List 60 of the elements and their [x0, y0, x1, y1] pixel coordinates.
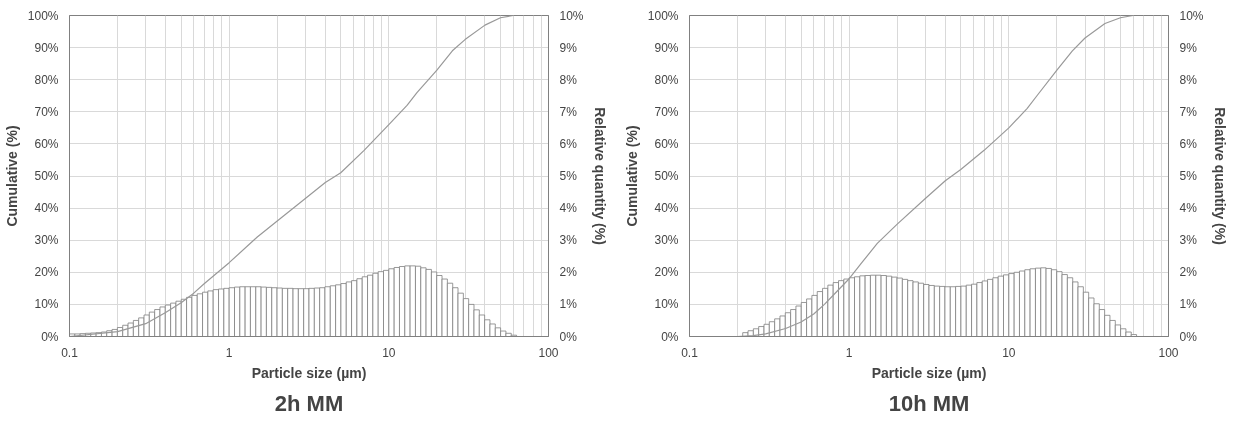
x-tick-label: 1: [225, 345, 233, 360]
y2-tick-label: 2%: [559, 265, 578, 280]
y2-tick-label: 4%: [559, 201, 578, 216]
y2-axis-title: Relative quantity (%): [591, 107, 608, 245]
y-tick-label: 10%: [654, 297, 679, 312]
x-tick-label: 0.1: [681, 345, 699, 360]
y2-tick-label: 3%: [1179, 233, 1198, 248]
y-axis-title: Cumulative (%): [623, 125, 640, 227]
y-tick-label: 100%: [647, 8, 679, 23]
y2-tick-label: 10%: [559, 8, 584, 23]
y2-tick-label: 9%: [559, 40, 578, 55]
y-tick-label: 60%: [654, 136, 679, 151]
y2-tick-label: 1%: [559, 297, 578, 312]
y2-tick-label: 3%: [559, 233, 578, 248]
x-tick-label: 100: [538, 345, 559, 360]
text: 10h MM: [888, 390, 970, 416]
y-tick-label: 10%: [34, 297, 59, 312]
y2-tick-label: 6%: [559, 136, 578, 151]
y2-tick-label: 7%: [1179, 104, 1198, 119]
x-tick-label: 1: [845, 345, 853, 360]
y2-tick-label: 5%: [559, 169, 578, 183]
text: 2h MM: [274, 390, 344, 416]
y-tick-label: 30%: [654, 233, 679, 248]
y-tick-label: 80%: [654, 72, 679, 87]
y-tick-label: 90%: [34, 40, 59, 55]
y2-tick-label: 7%: [559, 104, 578, 119]
y-tick-label: 40%: [34, 201, 59, 216]
y-tick-label: 50%: [34, 169, 59, 183]
y-tick-label: 0%: [41, 329, 59, 344]
y2-tick-label: 8%: [1179, 72, 1198, 87]
x-axis-title: Particle size (µm): [251, 364, 367, 381]
y-tick-label: 0%: [661, 329, 679, 344]
y2-tick-label: 0%: [1179, 329, 1198, 344]
x-tick-label: 0.1: [61, 345, 79, 360]
y2-tick-label: 1%: [1179, 297, 1198, 312]
y2-tick-label: 6%: [1179, 136, 1198, 151]
y-tick-label: 70%: [654, 104, 679, 119]
y-tick-label: 40%: [654, 201, 679, 216]
x-tick-label: 10: [1002, 345, 1016, 360]
y2-axis-title: Relative quantity (%): [1211, 107, 1228, 245]
y2-tick-label: 0%: [559, 329, 578, 344]
y-tick-label: 100%: [27, 8, 59, 23]
y2-tick-label: 2%: [1179, 265, 1198, 280]
x-tick-label: 100: [1158, 345, 1179, 360]
y-tick-label: 50%: [654, 169, 679, 183]
y2-tick-label: 4%: [1179, 201, 1198, 216]
y-tick-label: 70%: [34, 104, 59, 119]
y2-tick-label: 8%: [559, 72, 578, 87]
y-tick-label: 90%: [654, 40, 679, 55]
y-axis-title: Cumulative (%): [3, 125, 20, 227]
y2-tick-label: 5%: [1179, 169, 1198, 183]
y2-tick-label: 9%: [1179, 40, 1198, 55]
y-tick-label: 80%: [34, 72, 59, 87]
x-tick-label: 10: [382, 345, 396, 360]
y-tick-label: 20%: [654, 265, 679, 280]
y-tick-label: 60%: [34, 136, 59, 151]
x-axis-title: Particle size (µm): [871, 364, 987, 381]
y2-tick-label: 10%: [1179, 8, 1204, 23]
y-tick-label: 30%: [34, 233, 59, 248]
y-tick-label: 20%: [34, 265, 59, 280]
